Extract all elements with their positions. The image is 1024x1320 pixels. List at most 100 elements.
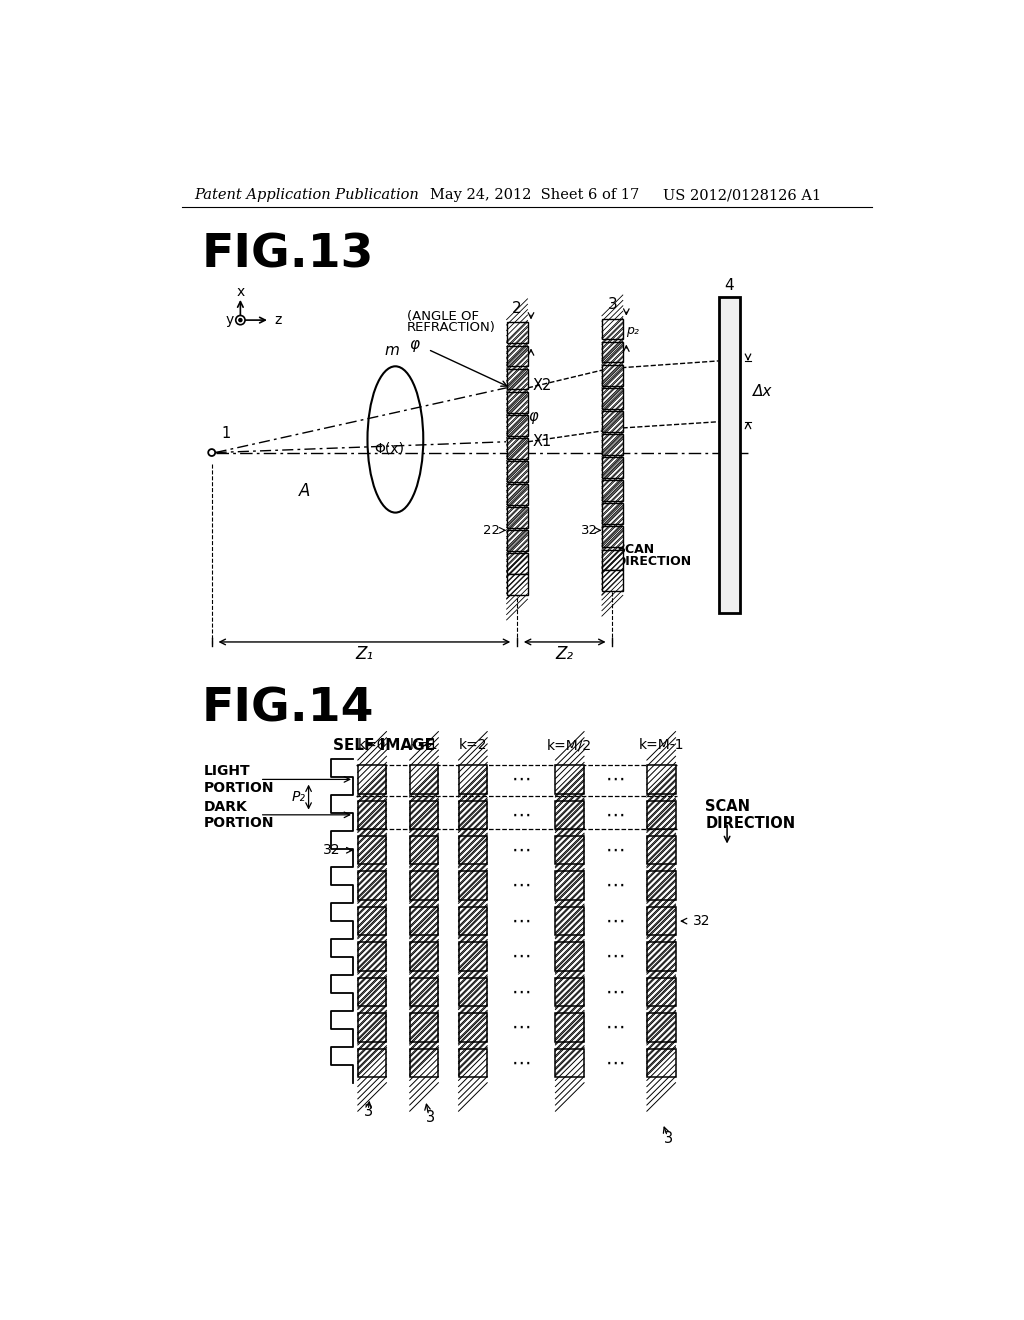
Bar <box>459 1048 487 1077</box>
Text: 2: 2 <box>512 301 522 315</box>
Text: ⋯: ⋯ <box>512 982 531 1002</box>
Bar <box>602 503 623 524</box>
Bar <box>647 978 676 1006</box>
Bar <box>459 978 487 1006</box>
Text: SCAN
DIRECTION: SCAN DIRECTION <box>706 799 796 832</box>
Bar <box>410 978 438 1006</box>
Text: Φ(x): Φ(x) <box>374 442 404 455</box>
Text: ⋯: ⋯ <box>606 841 626 859</box>
Bar <box>507 392 527 412</box>
Text: ⋯: ⋯ <box>512 770 531 789</box>
Text: DIRECTION: DIRECTION <box>616 554 692 568</box>
Text: ⋯: ⋯ <box>606 912 626 931</box>
Bar <box>459 1014 487 1041</box>
Text: k=M-1: k=M-1 <box>638 738 684 752</box>
Bar <box>555 871 584 900</box>
Text: 3: 3 <box>426 1110 435 1126</box>
Text: 22: 22 <box>483 524 500 537</box>
Text: ⋯: ⋯ <box>606 1053 626 1072</box>
Bar <box>507 368 527 389</box>
Bar <box>602 411 623 432</box>
Text: y: y <box>226 313 234 327</box>
Bar <box>647 1048 676 1077</box>
Text: x: x <box>237 285 245 298</box>
Text: Z₁: Z₁ <box>355 645 374 663</box>
Text: 1: 1 <box>221 426 230 441</box>
Bar <box>602 480 623 502</box>
Bar <box>410 836 438 865</box>
Text: ⋯: ⋯ <box>512 876 531 895</box>
Bar <box>602 434 623 455</box>
Text: ⋯: ⋯ <box>512 805 531 824</box>
Bar <box>555 836 584 865</box>
Bar <box>357 978 386 1006</box>
Text: z: z <box>274 313 282 327</box>
Text: May 24, 2012  Sheet 6 of 17: May 24, 2012 Sheet 6 of 17 <box>430 189 640 202</box>
Bar <box>602 364 623 385</box>
Text: ⋯: ⋯ <box>606 1018 626 1036</box>
Text: FIG.13: FIG.13 <box>202 232 374 277</box>
Text: A: A <box>299 482 310 500</box>
Bar <box>507 507 527 528</box>
Bar <box>555 1014 584 1041</box>
Bar <box>410 871 438 900</box>
Text: SCAN: SCAN <box>616 543 654 556</box>
Bar <box>357 1014 386 1041</box>
Bar <box>410 1014 438 1041</box>
Text: 3: 3 <box>364 1104 373 1119</box>
Bar <box>507 531 527 552</box>
Bar <box>357 1048 386 1077</box>
Text: φ: φ <box>528 409 538 424</box>
Text: US 2012/0128126 A1: US 2012/0128126 A1 <box>663 189 821 202</box>
Bar <box>602 388 623 409</box>
Bar <box>410 907 438 936</box>
Text: REFRACTION): REFRACTION) <box>407 321 496 334</box>
Bar <box>507 414 527 436</box>
Bar <box>507 484 527 506</box>
Text: ⋯: ⋯ <box>606 770 626 789</box>
Bar <box>357 942 386 970</box>
Text: 32: 32 <box>692 913 710 928</box>
Text: 3: 3 <box>607 297 617 313</box>
Text: ⋯: ⋯ <box>606 946 626 966</box>
Text: p₁: p₁ <box>514 327 527 341</box>
Text: ⋯: ⋯ <box>512 946 531 966</box>
Bar <box>602 457 623 478</box>
Text: ⋯: ⋯ <box>606 876 626 895</box>
Text: X2: X2 <box>532 378 552 393</box>
Circle shape <box>208 449 215 455</box>
Bar <box>555 800 584 829</box>
Bar <box>555 766 584 793</box>
Text: 3: 3 <box>665 1131 674 1146</box>
Circle shape <box>239 318 242 322</box>
Bar <box>647 1014 676 1041</box>
Text: k=1: k=1 <box>410 738 438 752</box>
Text: Δx: Δx <box>754 384 773 399</box>
Bar <box>357 871 386 900</box>
Text: 32: 32 <box>324 843 341 857</box>
Text: ⋯: ⋯ <box>512 912 531 931</box>
Bar <box>459 907 487 936</box>
Bar <box>602 318 623 339</box>
Bar <box>410 942 438 970</box>
Bar <box>410 766 438 793</box>
Bar <box>647 766 676 793</box>
Text: ⋯: ⋯ <box>606 982 626 1002</box>
Bar <box>602 570 623 591</box>
Text: ⋯: ⋯ <box>512 1053 531 1072</box>
Bar <box>357 800 386 829</box>
Bar <box>647 942 676 970</box>
Text: ⋯: ⋯ <box>512 1018 531 1036</box>
Text: k=M/2: k=M/2 <box>547 738 592 752</box>
Text: (ANGLE OF: (ANGLE OF <box>407 310 479 323</box>
Text: ⋯: ⋯ <box>512 841 531 859</box>
Text: ⋯: ⋯ <box>606 805 626 824</box>
Bar <box>555 907 584 936</box>
Text: SELF IMAGE: SELF IMAGE <box>334 738 435 752</box>
Text: 32: 32 <box>582 524 598 537</box>
Bar <box>555 942 584 970</box>
Bar <box>647 871 676 900</box>
Bar <box>602 549 623 570</box>
Text: Z₂: Z₂ <box>556 645 573 663</box>
Text: p₂: p₂ <box>627 325 639 338</box>
